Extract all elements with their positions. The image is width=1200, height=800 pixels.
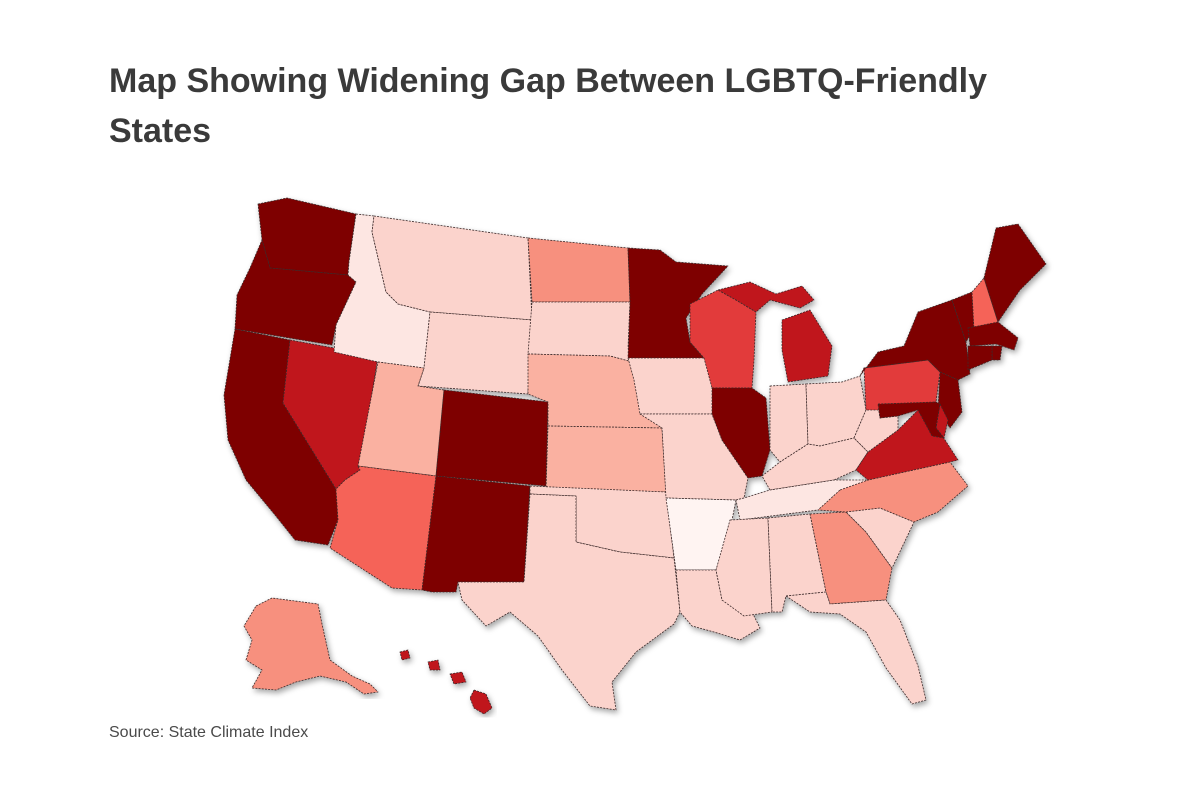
state-mi[interactable]: Michigan — [717, 281, 833, 383]
state-or[interactable]: Oregon — [234, 239, 357, 346]
state-fl[interactable]: Florida — [785, 591, 927, 705]
state-mt[interactable]: Montana — [371, 215, 533, 321]
state-wy[interactable]: Wyoming — [417, 311, 533, 395]
state-ri[interactable]: Rhode Island — [991, 345, 1003, 361]
state-co[interactable]: Colorado — [435, 389, 549, 487]
state-tn[interactable]: Tennessee — [735, 479, 869, 521]
state-il[interactable]: Illinois — [711, 387, 771, 479]
state-wa[interactable]: Washington — [257, 197, 357, 276]
state-tx[interactable]: Texas — [457, 493, 681, 711]
map-title: Map Showing Widening Gap Between LGBTQ-F… — [109, 62, 988, 150]
state-mn[interactable]: Minnesota — [627, 247, 729, 359]
state-sc[interactable]: South Carolina — [845, 507, 915, 569]
state-az[interactable]: Arizona — [329, 465, 437, 591]
source-caption: Source: State Climate Index — [109, 724, 309, 741]
state-hi-island-kauai — [399, 649, 411, 661]
state-hi-island-maui — [449, 671, 467, 685]
state-ks[interactable]: Kansas — [545, 425, 667, 493]
state-me[interactable]: Maine — [983, 223, 1047, 323]
state-hi-island-oahu — [427, 659, 441, 671]
state-nd[interactable]: North Dakota — [527, 237, 631, 303]
state-hi[interactable]: Hawaii — [469, 689, 493, 715]
state-ga[interactable]: Georgia — [809, 511, 893, 605]
state-md[interactable]: Maryland — [877, 401, 945, 439]
state-nm[interactable]: New Mexico — [421, 475, 531, 593]
state-nv[interactable]: Nevada — [282, 339, 379, 490]
state-ms[interactable]: Mississippi — [715, 517, 773, 617]
state-ak[interactable]: Alaska — [243, 597, 379, 695]
state-ct[interactable]: Connecticut — [967, 345, 993, 371]
